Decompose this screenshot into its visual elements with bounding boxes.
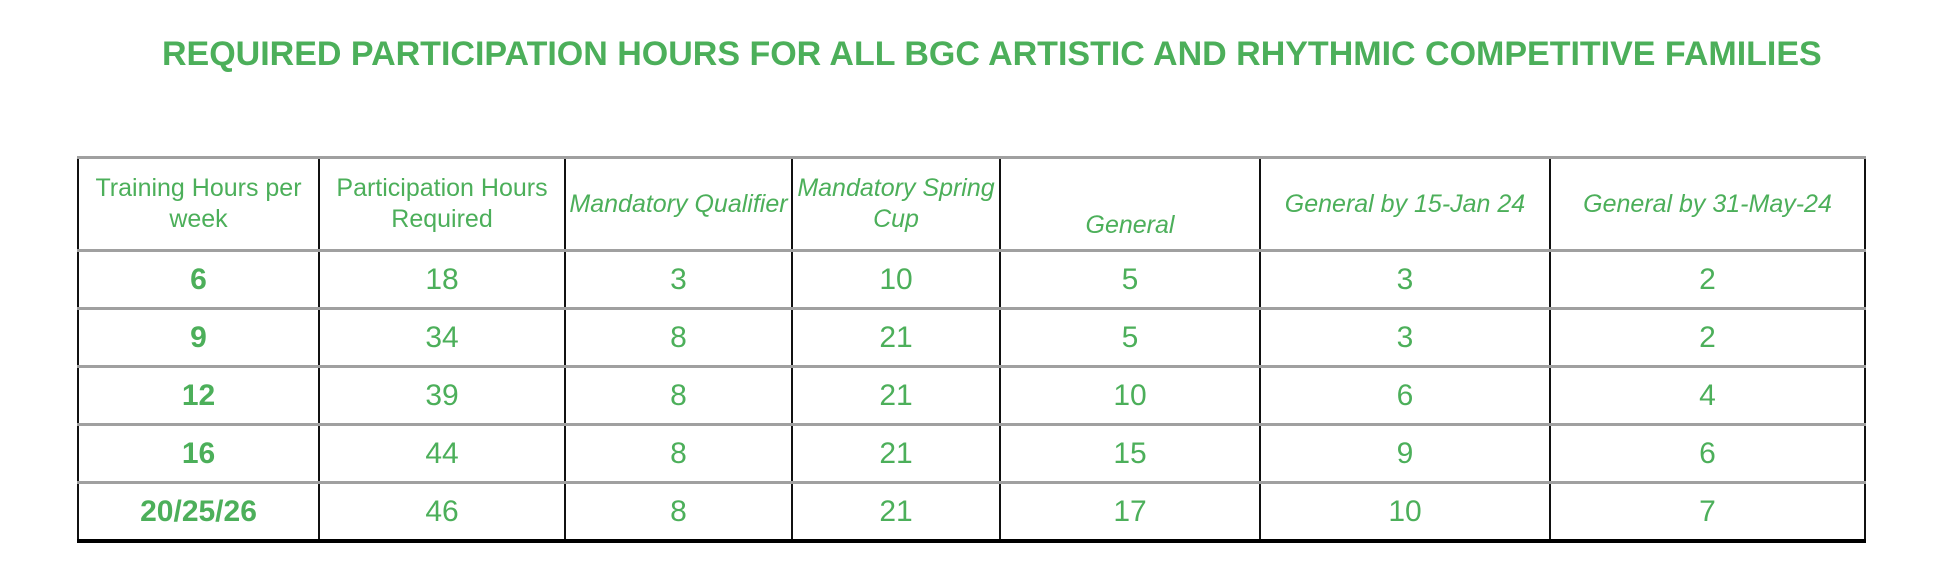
cell-participation-hours: 39: [318, 365, 566, 426]
cell-mandatory-spring-cup: 10: [791, 249, 1001, 310]
cell-participation-hours: 18: [318, 249, 566, 310]
header-training-hours: Training Hours per week: [77, 156, 320, 252]
cell-general: 5: [999, 249, 1261, 310]
table-row: 12 39 8 21 10 6 4: [77, 365, 1866, 426]
table-row: 20/25/26 46 8 21 17 10 7: [77, 481, 1866, 543]
cell-general: 5: [999, 307, 1261, 368]
cell-general-jan: 6: [1259, 365, 1551, 426]
cell-training-hours: 6: [77, 249, 320, 310]
cell-training-hours: 20/25/26: [77, 481, 320, 543]
cell-training-hours: 16: [77, 423, 320, 484]
header-mandatory-qualifier: Mandatory Qualifier: [564, 156, 793, 252]
cell-mandatory-spring-cup: 21: [791, 423, 1001, 484]
cell-participation-hours: 44: [318, 423, 566, 484]
cell-general-jan: 10: [1259, 481, 1551, 543]
cell-general-jan: 9: [1259, 423, 1551, 484]
cell-participation-hours: 46: [318, 481, 566, 543]
cell-training-hours: 12: [77, 365, 320, 426]
table-row: 9 34 8 21 5 3 2: [77, 307, 1866, 368]
cell-general: 10: [999, 365, 1261, 426]
cell-mandatory-spring-cup: 21: [791, 481, 1001, 543]
cell-general: 17: [999, 481, 1261, 543]
cell-mandatory-spring-cup: 21: [791, 365, 1001, 426]
cell-general-may: 2: [1549, 249, 1866, 310]
header-general: General: [999, 156, 1261, 252]
cell-mandatory-spring-cup: 21: [791, 307, 1001, 368]
cell-general: 15: [999, 423, 1261, 484]
cell-general-may: 7: [1549, 481, 1866, 543]
participation-hours-table: Training Hours per week Participation Ho…: [77, 156, 1866, 543]
header-general-jan: General by 15-Jan 24: [1259, 156, 1551, 252]
cell-mandatory-qualifier: 8: [564, 481, 793, 543]
cell-mandatory-qualifier: 8: [564, 365, 793, 426]
cell-mandatory-qualifier: 8: [564, 307, 793, 368]
cell-general-jan: 3: [1259, 307, 1551, 368]
cell-general-jan: 3: [1259, 249, 1551, 310]
cell-mandatory-qualifier: 3: [564, 249, 793, 310]
table-row: 16 44 8 21 15 9 6: [77, 423, 1866, 484]
cell-mandatory-qualifier: 8: [564, 423, 793, 484]
cell-general-may: 4: [1549, 365, 1866, 426]
header-participation-hours: Participation Hours Required: [318, 156, 566, 252]
header-general-may: General by 31-May-24: [1549, 156, 1866, 252]
cell-general-may: 6: [1549, 423, 1866, 484]
cell-general-may: 2: [1549, 307, 1866, 368]
cell-participation-hours: 34: [318, 307, 566, 368]
page-title: REQUIRED PARTICIPATION HOURS FOR ALL BGC…: [162, 35, 1822, 73]
cell-training-hours: 9: [77, 307, 320, 368]
header-row: Training Hours per week Participation Ho…: [77, 156, 1866, 252]
table-row: 6 18 3 10 5 3 2: [77, 249, 1866, 310]
header-mandatory-spring-cup: Mandatory Spring Cup: [791, 156, 1001, 252]
